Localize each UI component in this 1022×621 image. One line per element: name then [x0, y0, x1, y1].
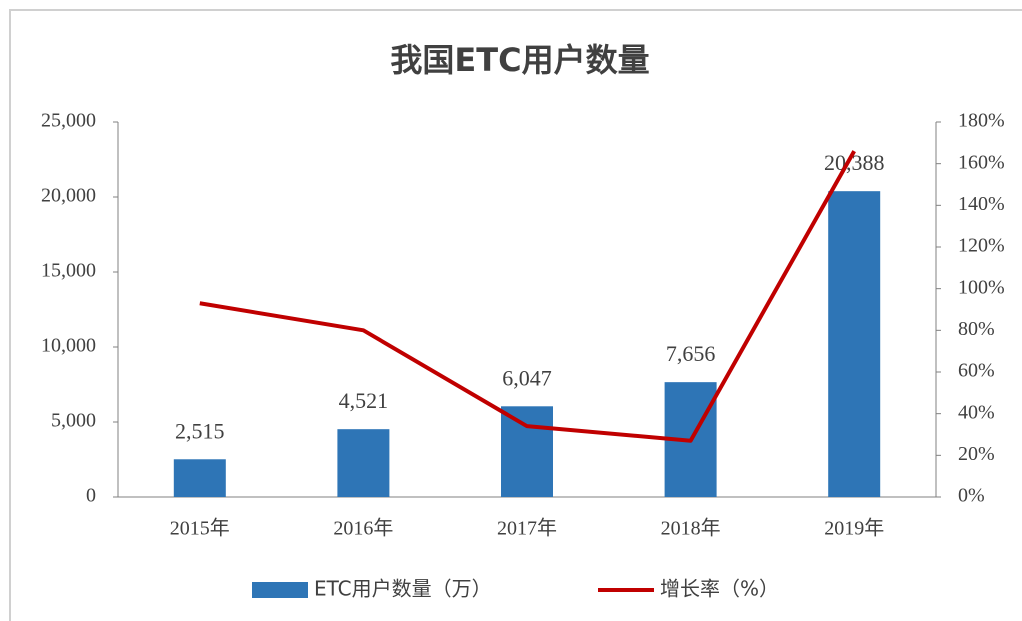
data-label: 7,656: [666, 341, 716, 366]
y-tick-label: 20,000: [41, 185, 96, 207]
y2-tick-label: 0%: [958, 485, 985, 507]
y2-tick-label: 160%: [958, 151, 1005, 173]
y-tick-label: 5,000: [51, 410, 96, 432]
bar: [501, 406, 553, 497]
data-label: 2,515: [175, 418, 225, 443]
legend-swatch: [252, 582, 308, 598]
y2-tick-label: 20%: [958, 443, 995, 465]
chart-title: 我国ETC用户数量: [390, 41, 649, 79]
line: [199, 150, 856, 443]
data-label: 4,521: [339, 388, 389, 413]
bar: [828, 191, 881, 497]
x-tick-label: 2017年: [497, 517, 557, 540]
y-tick-label: 10,000: [41, 335, 96, 357]
bar: [173, 459, 226, 497]
y2-tick-label: 120%: [958, 235, 1005, 257]
y2-tick-label: 180%: [958, 110, 1005, 132]
y2-tick-label: 140%: [958, 193, 1005, 215]
legend-label: ETC用户数量（万）: [314, 577, 492, 601]
legend-label: 增长率（%）: [660, 577, 779, 601]
y-tick-label: 0: [86, 485, 96, 507]
x-tick-label: 2016年: [333, 517, 393, 540]
y2-tick-label: 100%: [958, 276, 1005, 298]
frame: [9, 9, 1022, 621]
x-tick-label: 2019年: [824, 517, 884, 540]
y2-tick-label: 60%: [958, 360, 995, 382]
y-tick-label: 25,000: [41, 110, 96, 132]
y2-tick-label: 40%: [958, 401, 995, 423]
x-tick-label: 2015年: [170, 517, 230, 540]
y-tick-label: 15,000: [41, 260, 96, 282]
y2-tick-label: 80%: [958, 318, 995, 340]
x-tick-label: 2018年: [661, 517, 721, 540]
data-label: 6,047: [502, 365, 552, 390]
bar: [337, 429, 390, 497]
